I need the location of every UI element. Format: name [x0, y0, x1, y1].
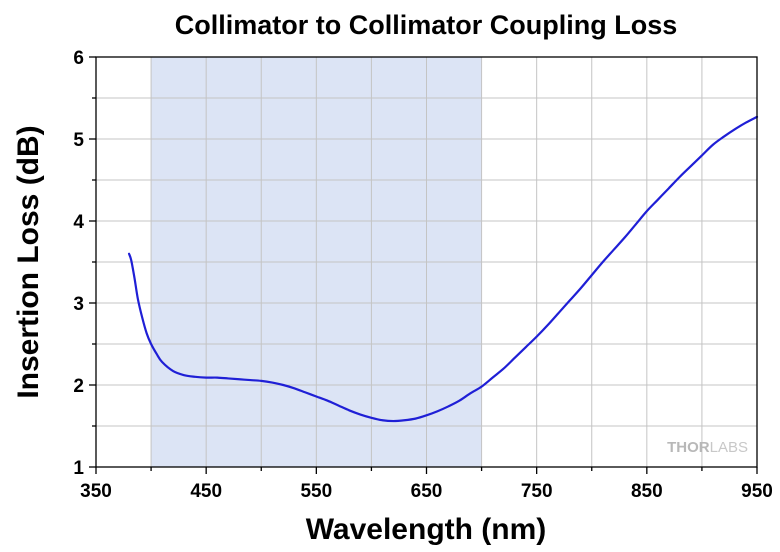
x-axis-label: Wavelength (nm) — [306, 513, 547, 546]
x-tick-label: 950 — [741, 481, 773, 502]
x-tick-label: 750 — [521, 481, 553, 502]
x-tick-labels: 350 450 550 650 750 850 950 — [80, 481, 773, 502]
watermark-bold: THOR — [667, 439, 710, 456]
axis-ticks — [89, 56, 758, 474]
y-tick-labels: 1 2 3 4 5 6 — [73, 48, 84, 479]
series-line — [127, 115, 759, 423]
x-tick-label: 650 — [411, 481, 443, 502]
y-tick-label: 4 — [73, 212, 84, 233]
x-tick-label: 350 — [80, 481, 112, 502]
y-tick-label: 6 — [73, 48, 84, 69]
x-tick-label: 450 — [190, 481, 222, 502]
y-tick-label: 3 — [73, 294, 84, 315]
grid — [96, 57, 757, 467]
y-tick-label: 1 — [73, 458, 84, 479]
watermark-light: LABS — [710, 439, 748, 456]
x-tick-label: 850 — [631, 481, 663, 502]
y-tick-label: 2 — [73, 376, 84, 397]
y-axis-label: Insertion Loss (dB) — [12, 125, 45, 398]
y-tick-label: 5 — [73, 130, 84, 151]
chart-title: Collimator to Collimator Coupling Loss — [175, 10, 678, 40]
x-tick-label: 550 — [300, 481, 332, 502]
watermark-logo: THORLABS — [667, 439, 748, 456]
